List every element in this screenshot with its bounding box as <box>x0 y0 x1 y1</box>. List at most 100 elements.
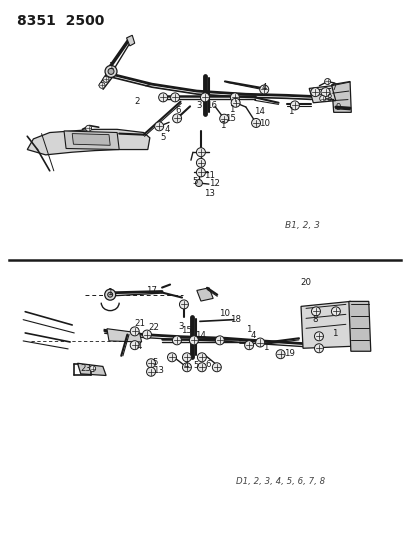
Text: 15: 15 <box>224 114 235 123</box>
Circle shape <box>99 83 105 88</box>
Text: 13: 13 <box>152 366 163 375</box>
Text: 4: 4 <box>164 125 169 134</box>
Text: 4: 4 <box>136 342 142 351</box>
Circle shape <box>158 93 167 102</box>
Text: 4: 4 <box>183 361 189 370</box>
Text: 14: 14 <box>195 331 206 340</box>
Circle shape <box>319 95 325 101</box>
Text: 6: 6 <box>204 360 210 369</box>
Text: 3: 3 <box>178 321 184 330</box>
Text: 4: 4 <box>261 83 266 92</box>
Circle shape <box>196 168 205 177</box>
Circle shape <box>320 87 329 96</box>
Text: 11: 11 <box>204 171 215 180</box>
Circle shape <box>230 93 239 102</box>
Circle shape <box>85 125 91 131</box>
Text: 1: 1 <box>263 343 268 352</box>
Text: 14: 14 <box>254 107 264 116</box>
Circle shape <box>255 338 264 347</box>
Text: 17: 17 <box>146 286 157 295</box>
Text: 8351  2500: 8351 2500 <box>17 14 104 28</box>
Polygon shape <box>27 130 149 155</box>
Text: 6: 6 <box>175 106 180 115</box>
Text: 21: 21 <box>135 319 145 328</box>
Polygon shape <box>300 301 352 348</box>
Circle shape <box>310 87 319 96</box>
Circle shape <box>182 353 191 362</box>
Text: 5: 5 <box>152 358 158 367</box>
Text: 7: 7 <box>330 83 335 92</box>
Circle shape <box>324 78 330 85</box>
Circle shape <box>104 289 115 300</box>
Text: 10: 10 <box>258 119 269 128</box>
Circle shape <box>219 114 228 123</box>
Circle shape <box>103 76 109 83</box>
Circle shape <box>146 359 155 368</box>
Text: 1: 1 <box>108 62 113 71</box>
Circle shape <box>179 300 188 309</box>
Circle shape <box>142 330 151 339</box>
Text: 4: 4 <box>250 331 256 340</box>
Polygon shape <box>348 301 370 351</box>
Circle shape <box>189 336 198 345</box>
Circle shape <box>182 363 191 372</box>
Circle shape <box>314 344 323 353</box>
Text: 20: 20 <box>299 278 310 287</box>
Text: B1, 2, 3: B1, 2, 3 <box>284 221 319 230</box>
Text: 16: 16 <box>206 101 217 110</box>
Polygon shape <box>126 35 135 46</box>
Text: 1: 1 <box>107 288 112 297</box>
Text: 2: 2 <box>135 97 140 106</box>
Circle shape <box>105 66 117 77</box>
Text: 12: 12 <box>209 179 220 188</box>
Circle shape <box>200 93 209 102</box>
Circle shape <box>172 114 181 123</box>
Circle shape <box>196 148 205 157</box>
Circle shape <box>244 341 253 350</box>
Polygon shape <box>308 86 335 103</box>
Text: 8: 8 <box>311 315 317 324</box>
Circle shape <box>108 292 112 297</box>
Circle shape <box>212 363 221 372</box>
Text: D1, 2, 3, 4, 5, 6, 7, 8: D1, 2, 3, 4, 5, 6, 7, 8 <box>235 478 324 486</box>
Circle shape <box>197 363 206 372</box>
Text: 1: 1 <box>220 121 225 130</box>
Circle shape <box>172 336 181 345</box>
Text: 1: 1 <box>245 325 251 334</box>
Circle shape <box>196 158 205 167</box>
Circle shape <box>130 327 139 336</box>
Circle shape <box>259 85 268 94</box>
Text: 9: 9 <box>335 102 340 111</box>
Text: 15: 15 <box>181 326 192 335</box>
Circle shape <box>275 350 284 359</box>
Polygon shape <box>64 131 119 150</box>
Text: 23: 23 <box>80 364 91 373</box>
Text: 1: 1 <box>288 107 293 116</box>
Text: 3: 3 <box>196 101 201 110</box>
Text: 8: 8 <box>326 94 331 103</box>
Text: 13: 13 <box>204 189 215 198</box>
Circle shape <box>290 101 299 110</box>
Text: 18: 18 <box>230 315 241 324</box>
Polygon shape <box>196 288 213 301</box>
Circle shape <box>130 341 139 350</box>
Circle shape <box>251 118 260 127</box>
Circle shape <box>311 307 320 316</box>
Circle shape <box>231 98 240 107</box>
Text: 1: 1 <box>332 329 337 338</box>
Circle shape <box>330 307 339 316</box>
Circle shape <box>195 180 202 187</box>
Polygon shape <box>77 364 106 375</box>
Circle shape <box>197 353 206 362</box>
Text: 1: 1 <box>228 105 234 114</box>
Circle shape <box>314 332 323 341</box>
Circle shape <box>215 336 224 345</box>
Text: 5: 5 <box>193 361 199 370</box>
Text: 5: 5 <box>160 133 166 142</box>
Text: 22: 22 <box>148 323 159 332</box>
Polygon shape <box>107 329 142 342</box>
Circle shape <box>154 122 163 131</box>
Circle shape <box>108 68 114 75</box>
Polygon shape <box>331 82 351 112</box>
Circle shape <box>146 367 155 376</box>
